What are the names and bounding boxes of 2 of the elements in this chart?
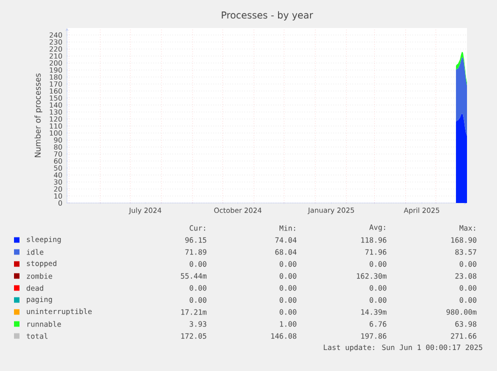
chart-title: Processes - by year (222, 11, 314, 20)
y-axis-title: Number of processes (34, 73, 42, 158)
